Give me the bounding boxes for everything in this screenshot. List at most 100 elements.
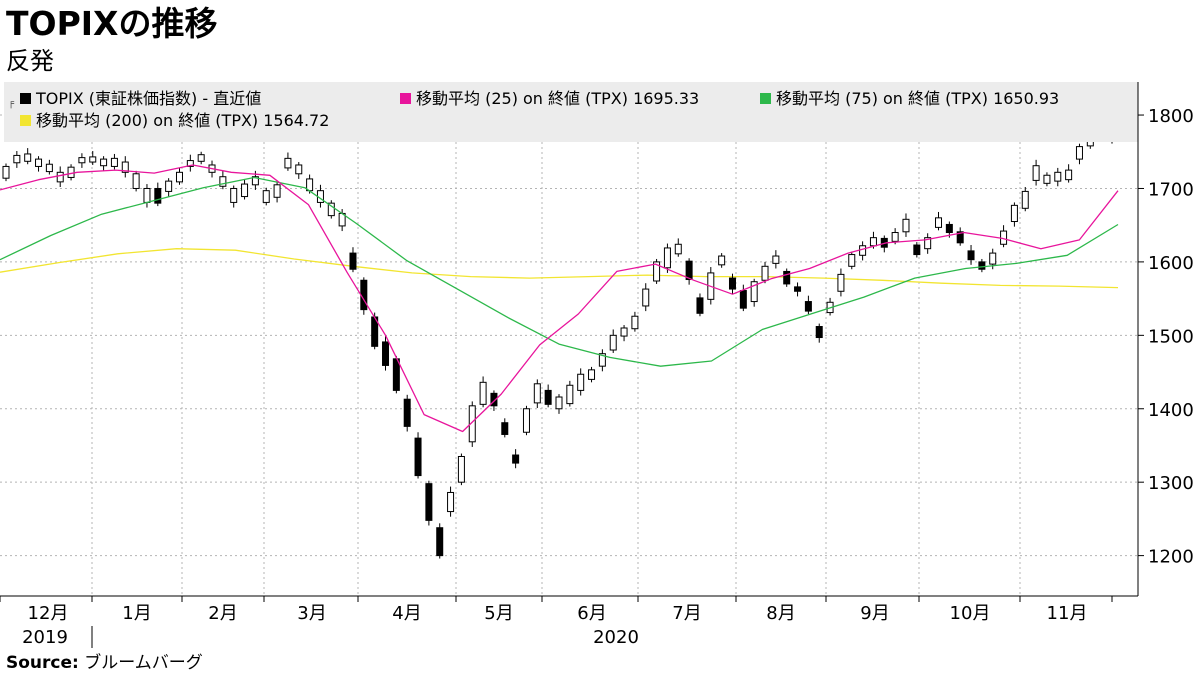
candle-body xyxy=(902,218,910,233)
candle-body xyxy=(132,173,140,189)
candle-body xyxy=(56,171,64,183)
candle-body xyxy=(609,334,617,351)
candle-body xyxy=(794,286,802,292)
candle-body xyxy=(501,422,509,435)
x-tick-label: 10月 xyxy=(950,603,991,624)
candle-body xyxy=(392,358,400,391)
source-name: ブルームバーグ xyxy=(84,653,203,673)
legend-label: TOPIX (東証株価指数) - 直近値 xyxy=(35,89,261,108)
ma75-line xyxy=(0,176,1119,367)
candle-body xyxy=(631,315,639,330)
candle-body xyxy=(327,202,335,217)
y-tick-label: 1700 xyxy=(1148,179,1194,200)
candle-body xyxy=(512,454,520,464)
y-tick-label: 1400 xyxy=(1148,400,1194,421)
candle-body xyxy=(718,255,726,266)
candle-body xyxy=(522,408,530,433)
candle-body xyxy=(262,190,270,203)
candle-body xyxy=(273,184,281,198)
y-tick-label: 1500 xyxy=(1148,326,1194,347)
candle-body xyxy=(45,163,53,173)
x-tick-label: 5月 xyxy=(484,603,513,624)
candle-body xyxy=(696,297,704,314)
candle-body xyxy=(425,483,433,521)
candle-body xyxy=(67,166,75,178)
candle-body xyxy=(468,405,476,443)
candle-body xyxy=(447,491,455,513)
grid xyxy=(0,82,1138,596)
candle-body xyxy=(197,154,205,162)
candle-body xyxy=(1021,190,1029,209)
candle-body xyxy=(685,260,693,281)
y-tick-label: 1800 xyxy=(1148,106,1194,127)
x-tick-label: 11月 xyxy=(1047,603,1088,624)
candle-body xyxy=(815,326,823,339)
candle-body xyxy=(544,389,552,405)
candle-body xyxy=(1065,169,1073,181)
candle-body xyxy=(945,223,953,234)
candle-body xyxy=(577,373,585,391)
candle-body xyxy=(251,176,259,186)
candle-body xyxy=(382,341,390,366)
legend-swatch xyxy=(20,93,31,104)
candle-body xyxy=(78,157,86,164)
candle-body xyxy=(1043,174,1051,184)
x-tick-label: 2月 xyxy=(208,603,237,624)
x-tick-label: 12月 xyxy=(28,603,69,624)
candle-body xyxy=(804,301,812,312)
candle-body xyxy=(230,187,238,203)
candle-body xyxy=(913,244,921,256)
candle-body xyxy=(848,254,856,267)
candle-body xyxy=(566,384,574,405)
axes: 1200 1300 1400 1500 1600 1700 1800 12月 1月 2月 3月 4月 5… xyxy=(0,82,1194,648)
candle-body xyxy=(154,187,162,204)
candle-body xyxy=(924,237,932,250)
x-tick-label: 8月 xyxy=(766,603,795,624)
ma25-layer xyxy=(0,164,1119,433)
candle-body xyxy=(598,353,606,367)
candle-body xyxy=(121,161,129,173)
legend-label: 移動平均 (25) on 終値 (TPX) 1695.33 xyxy=(416,89,699,108)
candle-body xyxy=(642,288,650,307)
candle-body xyxy=(653,261,661,282)
x-tick-label: 9月 xyxy=(860,603,889,624)
candle-body xyxy=(35,158,43,167)
candle-body xyxy=(414,437,422,477)
source-label: Source: xyxy=(6,653,79,673)
candle-body xyxy=(479,381,487,405)
candle-body xyxy=(1054,171,1062,182)
ma25-line xyxy=(0,164,1119,433)
ma200-line xyxy=(0,248,1119,289)
candle-body xyxy=(143,187,151,203)
candle-body xyxy=(457,455,465,483)
candle-body xyxy=(241,183,249,198)
candle-body xyxy=(869,237,877,247)
candle-body xyxy=(490,392,498,407)
y-tick-label: 1300 xyxy=(1148,473,1194,494)
candle-body xyxy=(13,154,21,164)
candle-body xyxy=(739,290,747,309)
legend-swatch xyxy=(760,93,771,104)
candle-body xyxy=(674,243,682,255)
candle-body xyxy=(783,270,791,285)
candle-body xyxy=(2,165,10,179)
year-label: 2020 xyxy=(593,627,639,648)
candle-body xyxy=(24,153,32,162)
candle-body xyxy=(935,217,943,228)
candle-body xyxy=(891,232,899,242)
candle-body xyxy=(859,245,867,256)
candle-body xyxy=(989,252,997,265)
x-tick-label: 1月 xyxy=(122,603,151,624)
candle-body xyxy=(967,250,975,261)
x-tick-label: 7月 xyxy=(672,603,701,624)
candle-body xyxy=(772,255,780,264)
candle-body xyxy=(750,281,758,303)
legend: TOPIX (東証株価指数) - 直近値 移動平均 (25) on 終値 (TPX… xyxy=(4,82,1138,142)
candle-body xyxy=(360,279,368,311)
candlestick-layer xyxy=(2,116,1116,559)
candle-body xyxy=(761,265,769,281)
legend-candle-icon: ╒ xyxy=(8,98,15,109)
candle-body xyxy=(620,327,628,337)
ma75-layer xyxy=(0,176,1119,367)
